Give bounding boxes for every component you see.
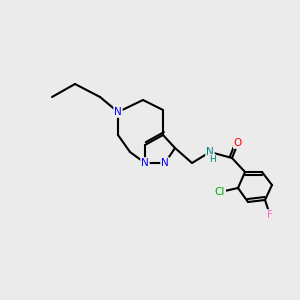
Text: Cl: Cl — [215, 187, 225, 197]
Text: H: H — [208, 154, 215, 164]
Text: N: N — [161, 158, 169, 168]
Text: F: F — [267, 210, 273, 220]
Text: N: N — [206, 147, 214, 157]
Text: O: O — [234, 138, 242, 148]
Text: N: N — [141, 158, 149, 168]
Text: N: N — [114, 107, 122, 117]
